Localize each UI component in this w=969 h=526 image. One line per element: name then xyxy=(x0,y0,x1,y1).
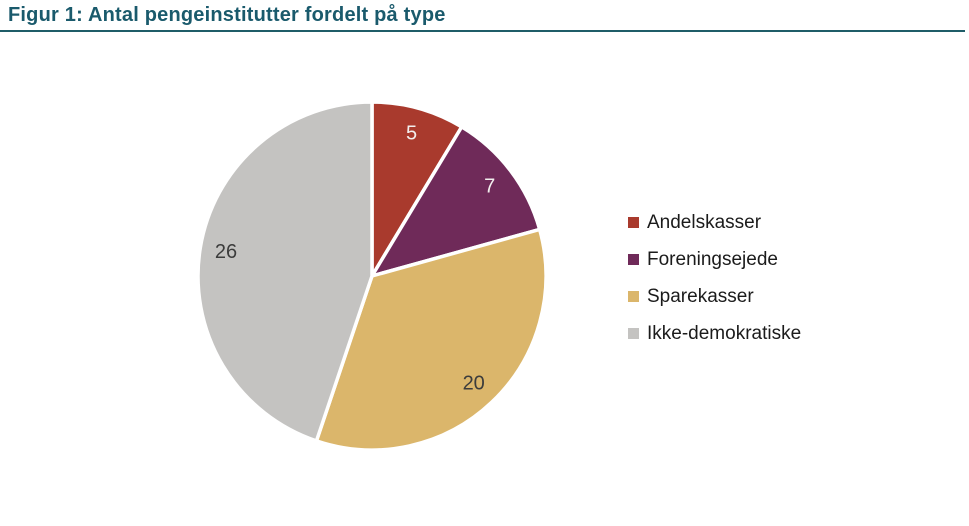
pie-slice-andelskasser xyxy=(370,100,464,278)
figure-title: Figur 1: Antal pengeinstitutter fordelt … xyxy=(8,4,446,26)
chart-legend: Andelskasser Foreningsejede Sparekasser … xyxy=(628,204,801,352)
legend-item-andelskasser: Andelskasser xyxy=(628,204,801,241)
legend-label: Ikke-demokratiske xyxy=(647,322,802,344)
legend-swatch-icon xyxy=(628,291,639,302)
legend-swatch-icon xyxy=(628,328,639,339)
pie-chart-area: 5 7 20 26 xyxy=(172,76,572,476)
pie-slice-ikke-demokratiske xyxy=(196,100,374,443)
pie-data-label: 7 xyxy=(484,176,495,198)
pie-data-label: 20 xyxy=(463,372,485,394)
pie-slice-foreningsejede xyxy=(370,125,542,278)
legend-label: Sparekasser xyxy=(647,285,754,307)
legend-item-sparekasser: Sparekasser xyxy=(628,278,801,315)
legend-swatch-icon xyxy=(628,217,639,228)
pie-data-label: 26 xyxy=(215,241,237,263)
legend-label: Andelskasser xyxy=(647,211,762,233)
pie-chart: 5 7 20 26 xyxy=(196,100,548,452)
pie-slice-sparekasser xyxy=(314,227,548,452)
pie-data-label: 5 xyxy=(406,123,417,145)
legend-swatch-icon xyxy=(628,254,639,265)
figure-header: Figur 1: Antal pengeinstitutter fordelt … xyxy=(0,0,965,32)
legend-label: Foreningsejede xyxy=(647,248,778,270)
legend-item-ikke-demokratiske: Ikke-demokratiske xyxy=(628,315,801,352)
legend-item-foreningsejede: Foreningsejede xyxy=(628,241,801,278)
